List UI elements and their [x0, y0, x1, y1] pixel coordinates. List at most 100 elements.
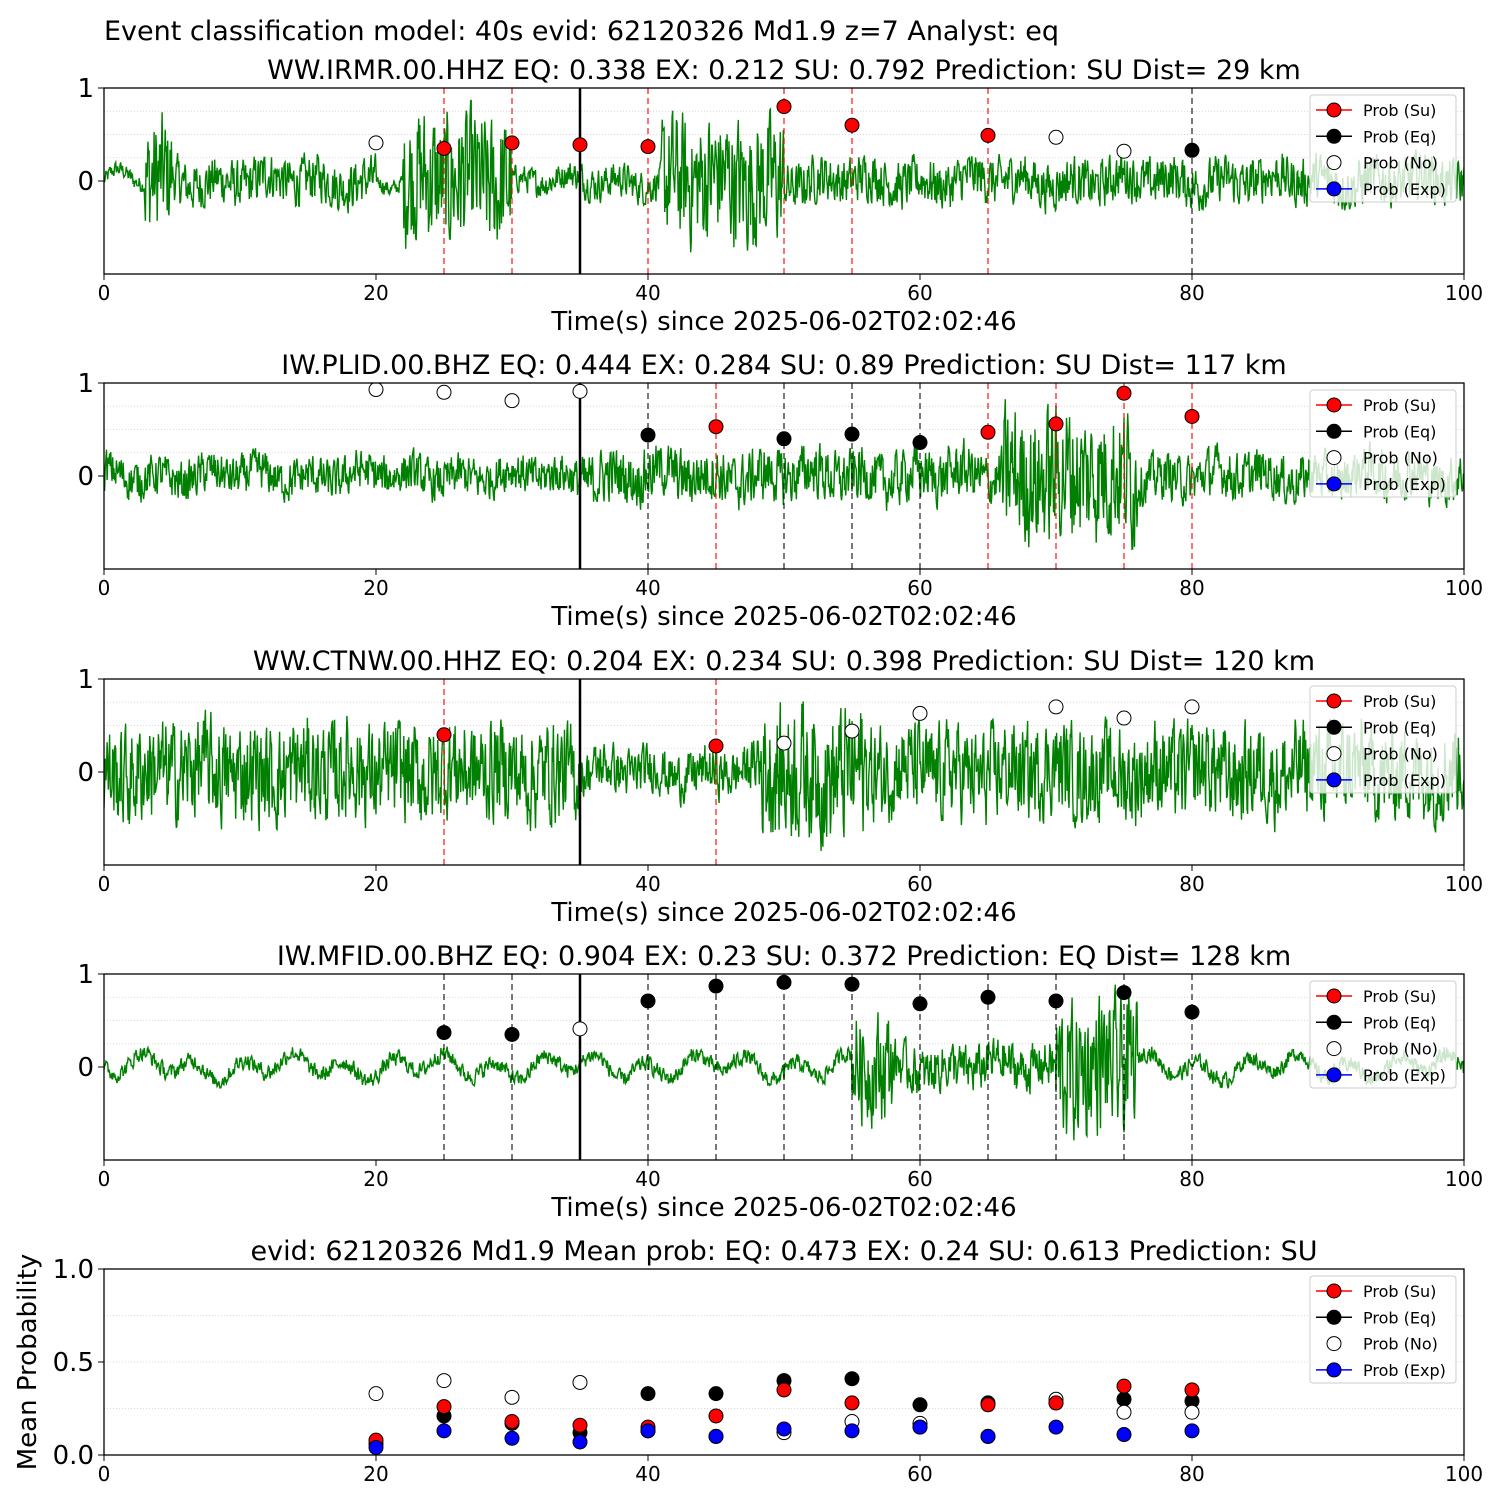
point-eq	[912, 435, 928, 451]
legend-marker-su	[1326, 397, 1342, 413]
y-tick-label: 1	[77, 665, 94, 695]
legend-marker-no	[1326, 155, 1342, 171]
point-no	[368, 1386, 384, 1402]
point-eq	[1048, 993, 1064, 1009]
panel-title: WW.IRMR.00.HHZ EQ: 0.338 EX: 0.212 SU: 0…	[267, 55, 1301, 86]
point-exp	[1184, 1423, 1200, 1439]
point-no	[368, 135, 384, 151]
x-tick-label: 100	[1445, 281, 1483, 305]
y-tick-label: 0.5	[53, 1348, 94, 1378]
point-su	[436, 1399, 452, 1415]
point-su	[776, 1382, 792, 1398]
point-no	[572, 383, 588, 399]
point-eq	[912, 996, 928, 1012]
point-eq	[708, 1386, 724, 1402]
point-su	[980, 1397, 996, 1413]
y-axis-label: Mean Probability	[13, 1254, 43, 1471]
point-no	[504, 393, 520, 409]
point-su	[504, 1414, 520, 1430]
legend-marker-exp	[1326, 1362, 1342, 1378]
x-tick-label: 80	[1179, 576, 1204, 600]
point-exp	[980, 1428, 996, 1444]
y-tick-label: 1	[77, 74, 94, 104]
x-tick-label: 40	[635, 872, 660, 896]
point-eq	[1116, 1391, 1132, 1407]
x-tick-label: 20	[363, 281, 388, 305]
y-tick-label: 1.0	[53, 1255, 94, 1285]
y-tick-label: 0	[77, 462, 94, 492]
legend: Prob (Su) Prob (Eq) Prob (No) Prob (Exp)	[1309, 980, 1457, 1089]
x-tick-label: 60	[907, 1167, 932, 1191]
point-no	[572, 1021, 588, 1037]
legend-marker-exp	[1326, 772, 1342, 788]
point-eq	[912, 1397, 928, 1413]
x-tick-label: 40	[635, 281, 660, 305]
x-tick-label: 80	[1179, 1167, 1204, 1191]
point-su	[1116, 385, 1132, 401]
x-tick-label: 60	[907, 281, 932, 305]
panels: WW.IRMR.00.HHZ EQ: 0.338 EX: 0.212 SU: 0…	[13, 55, 1483, 1486]
x-tick-label: 0	[98, 576, 111, 600]
point-eq	[1184, 1004, 1200, 1020]
legend-box	[1309, 1275, 1457, 1384]
legend-marker-eq	[1326, 128, 1342, 144]
legend-label: Prob (No)	[1363, 1040, 1438, 1059]
plot-area	[104, 974, 1464, 1160]
point-no	[504, 1389, 520, 1405]
point-su	[980, 127, 996, 143]
legend-label: Prob (No)	[1363, 1335, 1438, 1354]
point-exp	[844, 1423, 860, 1439]
point-su	[708, 419, 724, 435]
point-eq	[504, 1026, 520, 1042]
waveform-trace	[104, 701, 1464, 852]
legend-marker-exp	[1326, 1067, 1342, 1083]
y-tick-label: 0	[77, 167, 94, 197]
point-su	[776, 99, 792, 115]
plot-area	[368, 1371, 1200, 1455]
point-eq	[436, 1025, 452, 1041]
legend-marker-eq	[1326, 1309, 1342, 1325]
point-su	[1116, 1378, 1132, 1394]
point-su	[708, 738, 724, 754]
point-exp	[368, 1440, 384, 1455]
point-su	[572, 137, 588, 153]
legend: Prob (Su) Prob (Eq) Prob (No) Prob (Exp)	[1309, 94, 1457, 203]
legend-label: Prob (No)	[1363, 449, 1438, 468]
x-tick-label: 80	[1179, 872, 1204, 896]
point-su	[436, 727, 452, 743]
x-axis-label: Time(s) since 2025-06-02T02:02:46	[550, 898, 1016, 928]
point-eq	[708, 978, 724, 994]
point-no	[1116, 710, 1132, 726]
point-no	[1048, 129, 1064, 145]
legend-label: Prob (Su)	[1363, 1282, 1436, 1301]
legend-label: Prob (Su)	[1363, 987, 1436, 1006]
point-exp	[640, 1423, 656, 1439]
legend-marker-no	[1326, 1041, 1342, 1057]
legend-box	[1309, 94, 1457, 203]
point-su	[1184, 1382, 1200, 1398]
legend-label: Prob (Su)	[1363, 101, 1436, 120]
legend-label: Prob (No)	[1363, 745, 1438, 764]
x-tick-label: 100	[1445, 576, 1483, 600]
y-tick-label: 0	[77, 1053, 94, 1083]
x-tick-label: 0	[98, 1167, 111, 1191]
point-eq	[844, 1371, 860, 1387]
x-tick-label: 0	[98, 281, 111, 305]
legend-label: Prob (Exp)	[1363, 771, 1446, 790]
legend-marker-no	[1326, 746, 1342, 762]
x-tick-label: 100	[1445, 1462, 1483, 1486]
point-no	[912, 705, 928, 721]
point-no	[1116, 1404, 1132, 1420]
legend-marker-su	[1326, 102, 1342, 118]
legend-label: Prob (Exp)	[1363, 475, 1446, 494]
point-eq	[640, 993, 656, 1009]
legend-label: Prob (Su)	[1363, 692, 1436, 711]
point-no	[436, 384, 452, 400]
legend-marker-eq	[1326, 423, 1342, 439]
panel-title: evid: 62120326 Md1.9 Mean prob: EQ: 0.47…	[251, 1236, 1318, 1267]
legend-marker-no	[1326, 1336, 1342, 1352]
plot-area	[104, 88, 1464, 274]
y-tick-label: 0	[77, 758, 94, 788]
legend-label: Prob (Exp)	[1363, 180, 1446, 199]
